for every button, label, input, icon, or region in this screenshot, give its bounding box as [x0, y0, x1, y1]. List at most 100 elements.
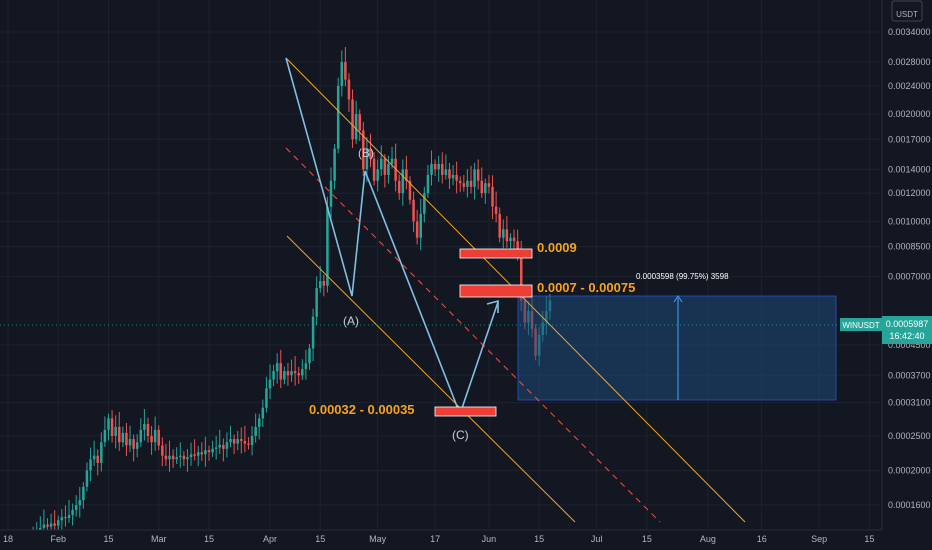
symbol-tag: WINUSDT	[842, 321, 879, 330]
candle-body	[369, 148, 372, 159]
candle-body	[433, 163, 437, 170]
candle-body	[390, 158, 394, 164]
candle-body	[519, 255, 523, 301]
candle-body	[469, 180, 473, 187]
target-zones[interactable]: 0.0009 0.0007 - 0.00075 0.00032 - 0.0003…	[309, 240, 635, 417]
measure-label: 0.0003598 (99.75%) 3598	[636, 272, 729, 281]
candle-body	[225, 442, 229, 449]
candle-body	[301, 369, 304, 376]
candle-body	[240, 439, 243, 441]
candle-body	[196, 452, 200, 456]
candle-body	[78, 500, 82, 505]
candle-body	[100, 442, 103, 463]
candle-body	[290, 371, 293, 376]
candle-body	[476, 169, 480, 181]
price-tag[interactable]: WINUSDT 0.0005987 16:42:40	[840, 316, 932, 344]
candle-body	[351, 99, 354, 140]
candle-body	[92, 455, 96, 460]
x-tick-label: 15	[315, 534, 325, 544]
candle-body	[401, 169, 405, 194]
candle-body	[376, 169, 379, 181]
price-axis[interactable]: 0.0034000 0.0028000 0.0024000 0.0020000 0.00…	[881, 0, 932, 530]
candle-body	[53, 523, 56, 526]
wave-arrow-head	[486, 299, 499, 313]
candle-body	[275, 363, 279, 372]
candle-body	[74, 505, 78, 510]
candle-body	[71, 509, 74, 515]
measure-box[interactable]: 0.0003598 (99.75%) 3598	[517, 272, 837, 401]
zone-label-00032: 0.00032 - 0.00035	[309, 402, 415, 417]
candle-body	[340, 62, 344, 86]
candle-body	[383, 158, 387, 175]
candle-body	[286, 371, 290, 376]
wave-path	[285, 57, 499, 417]
candle-body	[336, 85, 340, 149]
candle-body	[466, 180, 469, 187]
y-tick-label: 0.0007000	[888, 272, 931, 282]
price-tag-bg	[882, 316, 932, 344]
y-tick-label: 0.0034000	[888, 27, 931, 37]
x-tick-label: 15	[642, 534, 652, 544]
candle-body	[189, 454, 193, 458]
candle-body	[448, 169, 451, 179]
x-tick-label: Aug	[700, 534, 716, 544]
candle-body	[121, 432, 125, 443]
candle-body	[186, 457, 189, 460]
candle-body	[114, 426, 117, 436]
y-tick-label: 0.0002500	[888, 431, 931, 441]
y-tick-label: 0.0003700	[888, 370, 931, 380]
candle-body	[247, 443, 250, 445]
candle-body	[89, 459, 92, 471]
y-tick-label: 0.0003100	[888, 398, 931, 408]
candle-body	[426, 174, 430, 194]
candle-body	[487, 183, 491, 187]
candle-body	[85, 470, 89, 487]
candle-body	[458, 180, 462, 184]
candle-body	[164, 455, 168, 460]
candle-body	[153, 429, 157, 443]
measure-rect	[517, 295, 837, 401]
candle-body	[462, 183, 466, 187]
candle-body	[232, 439, 236, 444]
candle-body	[516, 241, 519, 256]
candle-body	[344, 62, 347, 80]
candle-body	[509, 237, 512, 242]
candle-body	[222, 444, 225, 449]
candle-body	[211, 448, 214, 453]
candle-body	[265, 388, 268, 408]
candle-body	[480, 180, 484, 194]
y-tick-label: 0.0002000	[888, 465, 931, 475]
candle-body	[415, 221, 419, 238]
y-tick-label: 0.0017000	[888, 134, 931, 144]
candle-body	[218, 444, 222, 448]
candle-body	[268, 379, 272, 389]
x-tick-label: May	[369, 534, 387, 544]
candle-body	[412, 199, 415, 222]
candle-body	[103, 429, 107, 443]
candle-body	[161, 445, 164, 456]
candle-body	[42, 524, 46, 528]
candle-body	[261, 407, 265, 419]
currency-badge[interactable]	[891, 0, 923, 22]
candle-body	[380, 158, 383, 170]
measure-arrow-head	[673, 295, 683, 303]
candle-body	[82, 486, 85, 501]
x-tick-label: 18	[3, 534, 13, 544]
candle-body	[372, 158, 376, 181]
candle-body	[64, 517, 67, 519]
candle-body	[204, 450, 207, 455]
candle-body	[157, 429, 160, 446]
time-axis[interactable]: 18 Feb 15 Mar 15 Apr 15 May 17 Jun 15 Jul 15 Aug 16 Sep…	[0, 529, 932, 550]
candle-body	[308, 348, 311, 364]
candle-body	[311, 316, 315, 349]
y-tick-label: 0.0028000	[888, 57, 931, 67]
candle-body	[272, 371, 275, 380]
candle-body	[49, 523, 53, 527]
candle-body	[505, 229, 509, 242]
elliott-wave[interactable]: (A) (B) (C)	[285, 57, 499, 442]
price-tag-countdown: 16:42:40	[889, 331, 924, 341]
candle-body	[46, 524, 49, 527]
x-tick-label: Feb	[50, 534, 66, 544]
grid	[0, 0, 882, 530]
